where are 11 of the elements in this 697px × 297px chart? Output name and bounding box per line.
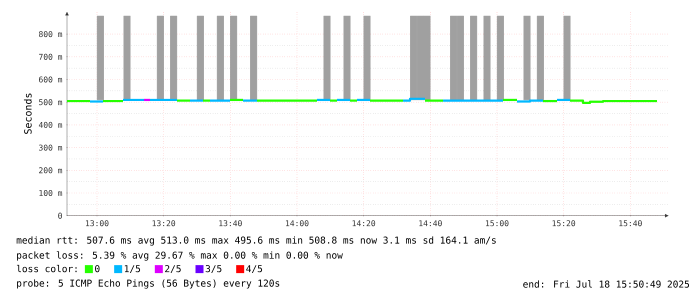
legend-label: 4/5 <box>246 265 262 273</box>
legend-label: 0 <box>95 265 100 272</box>
y-axis-title: Seconds <box>24 94 32 134</box>
text: end: Fri Jul 18 15:50:49 2025 <box>523 280 690 288</box>
legend-label: 3/5 <box>206 265 222 273</box>
text: probe: 5 ICMP Echo Pings (56 Bytes) every 120s <box>17 279 280 289</box>
text: packet loss: 5.39 % avg 29.67 % max 0.00 % min 0.00 % now <box>17 251 343 261</box>
text: median rtt: 507.6 ms avg 513.0 ms max 495.6 ms min 508.8 ms now 3.1 ms sd 164.1 am/s <box>16 236 496 246</box>
legend-label: 2/5 <box>165 265 181 273</box>
legend-label: 1/5 <box>124 265 140 273</box>
legend-title: loss color: <box>16 264 77 272</box>
